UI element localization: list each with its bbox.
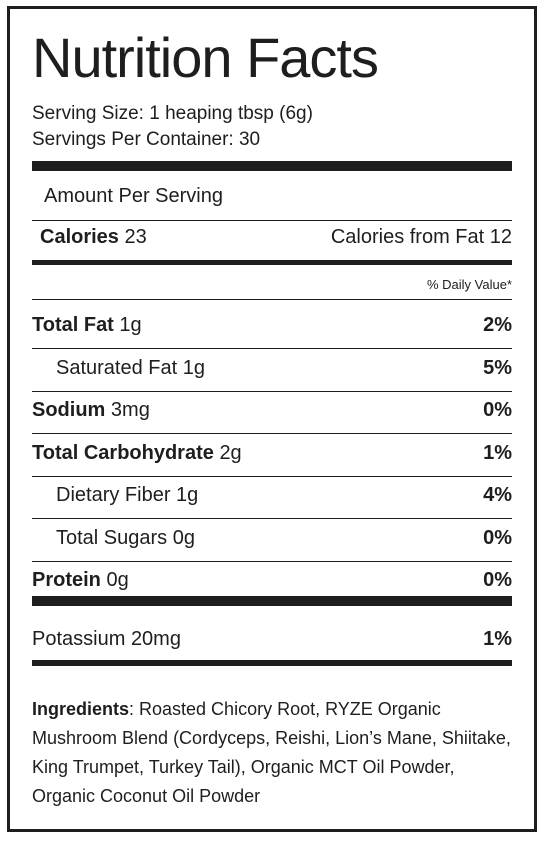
thin-divider xyxy=(32,433,512,434)
ingredients-label: Ingredients xyxy=(32,699,130,719)
nutrient-dv: 0% xyxy=(483,569,512,591)
thin-divider xyxy=(32,518,512,519)
thin-divider xyxy=(32,560,512,562)
nutrient-text: Protein 0g xyxy=(32,568,129,592)
nutrient-amount: 3mg xyxy=(110,399,150,421)
thick-divider xyxy=(32,596,512,606)
nutrient-text: Dietary Fiber 1g xyxy=(56,483,198,507)
thick-divider xyxy=(32,161,512,171)
servings-per-container: Servings Per Container: 30 xyxy=(32,129,261,150)
label-title: Nutrition Facts xyxy=(32,26,379,89)
calories-from-fat: Calories from Fat 12 xyxy=(330,226,512,248)
nutrient-dv: 1% xyxy=(483,441,512,464)
nutrition-facts-label: Nutrition Facts Serving Size: 1 heaping … xyxy=(7,6,537,832)
nutrient-amount: 2g xyxy=(219,441,242,464)
nutrient-row: Total Carbohydrate 2g 1% xyxy=(32,441,512,465)
calories-text: Calories 23 xyxy=(40,225,147,249)
potassium-text: Potassium 20mg xyxy=(32,627,181,651)
nutrient-amount: 1g xyxy=(182,356,205,379)
nutrient-text: Saturated Fat 1g xyxy=(56,356,205,380)
nutrient-text: Total Carbohydrate 2g xyxy=(32,441,242,465)
thin-divider xyxy=(32,390,512,392)
thin-divider xyxy=(32,475,512,477)
nutrient-text: Total Fat 1g xyxy=(32,313,142,337)
nutrient-name: Total Carbohydrate xyxy=(32,441,214,464)
nutrient-dv: 5% xyxy=(483,356,512,379)
nutrient-dv: 0% xyxy=(483,526,512,549)
daily-value-header: % Daily Value* xyxy=(426,277,512,292)
nutrient-dv: 0% xyxy=(483,399,512,421)
nutrient-row: Saturated Fat 1g 5% xyxy=(32,356,512,380)
potassium-name: Potassium xyxy=(32,628,126,650)
nutrient-name: Total Fat xyxy=(32,314,114,336)
medium-divider xyxy=(32,260,512,265)
nutrient-row: Total Sugars 0g 0% xyxy=(32,526,512,550)
nutrient-row: Total Fat 1g 2% xyxy=(32,313,512,337)
calories-row: Calories 23 Calories from Fat 12 xyxy=(32,225,512,249)
nutrient-name: Sodium xyxy=(32,399,106,421)
nutrient-amount: 0g xyxy=(106,569,129,591)
potassium-dv: 1% xyxy=(483,628,512,650)
serving-size: Serving Size: 1 heaping tbsp (6g) xyxy=(32,103,313,124)
nutrient-row: Dietary Fiber 1g 4% xyxy=(32,483,512,507)
thin-divider xyxy=(32,348,512,349)
thin-divider xyxy=(32,220,512,221)
nutrient-name: Saturated Fat xyxy=(56,356,178,379)
amount-per-serving: Amount Per Serving xyxy=(32,184,512,208)
nutrient-dv: 4% xyxy=(483,484,512,506)
nutrient-text: Sodium 3mg xyxy=(32,398,150,422)
nutrient-row: Sodium 3mg 0% xyxy=(32,398,512,422)
calories-label: Calories xyxy=(40,226,119,248)
ingredients-text: : Roasted Chicory Root, RYZE Organic Mus… xyxy=(32,699,511,806)
nutrient-name: Protein xyxy=(32,569,101,591)
nutrient-name: Dietary Fiber xyxy=(56,484,171,506)
calories-value: 23 xyxy=(124,226,147,248)
nutrient-amount: 1g xyxy=(119,314,142,336)
ingredients: Ingredients: Roasted Chicory Root, RYZE … xyxy=(32,695,512,811)
nutrient-row: Protein 0g 0% xyxy=(32,568,512,592)
nutrient-name: Total Sugars xyxy=(56,526,168,549)
nutrient-amount: 0g xyxy=(172,526,195,549)
thin-divider xyxy=(32,299,512,300)
potassium-row: Potassium 20mg 1% xyxy=(32,627,512,651)
nutrient-amount: 1g xyxy=(176,484,199,506)
nutrient-text: Total Sugars 0g xyxy=(56,526,195,550)
potassium-amount: 20mg xyxy=(130,628,181,650)
nutrient-dv: 2% xyxy=(483,314,512,336)
medium-divider xyxy=(32,660,512,666)
amount-per-serving-label: Amount Per Serving xyxy=(44,185,223,207)
